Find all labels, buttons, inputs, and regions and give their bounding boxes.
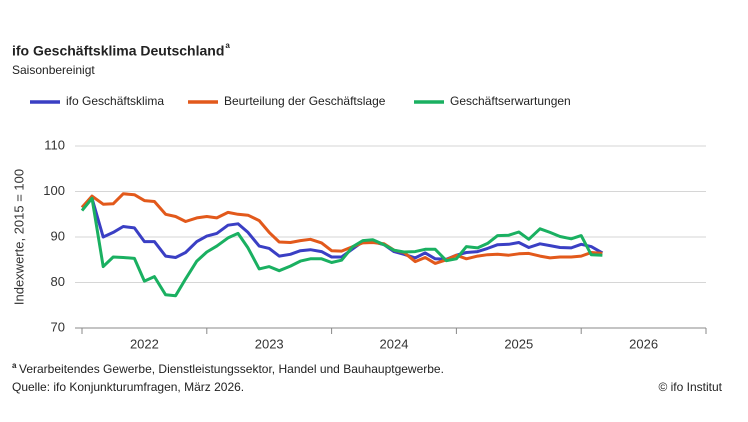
chart-title: ifo Geschäftsklima Deutschland xyxy=(12,43,224,59)
series-line xyxy=(80,196,604,261)
series-line xyxy=(80,192,603,265)
legend-label: Beurteilung der Geschäftslage xyxy=(224,94,386,108)
x-tick-label: 2022 xyxy=(130,336,159,351)
x-tick-label: 2025 xyxy=(504,336,533,351)
legend-label: ifo Geschäftsklima xyxy=(66,94,164,108)
x-tick-label: 2026 xyxy=(629,336,658,351)
source: Quelle: ifo Konjunkturumfragen, März 202… xyxy=(12,380,244,394)
y-tick-label: 90 xyxy=(51,228,65,243)
x-tick-label: 2023 xyxy=(255,336,284,351)
footnote: Verarbeitendes Gewerbe, Dienstleistungss… xyxy=(19,362,444,376)
y-tick-label: 110 xyxy=(44,137,65,152)
y-tick-label: 70 xyxy=(51,319,65,334)
legend-label: Geschäftserwartungen xyxy=(450,94,571,108)
y-axis-label: Indexwerte, 2015 = 100 xyxy=(11,169,26,305)
x-tick-label: 2024 xyxy=(380,336,409,351)
y-tick-label: 100 xyxy=(43,183,65,198)
footnote-marker: a xyxy=(12,361,17,370)
subtitle: Saisonbereinigt xyxy=(12,63,95,77)
series-line xyxy=(80,196,603,298)
title-note: a xyxy=(225,41,230,50)
y-tick-label: 80 xyxy=(51,274,65,289)
copyright: © ifo Institut xyxy=(658,380,722,394)
